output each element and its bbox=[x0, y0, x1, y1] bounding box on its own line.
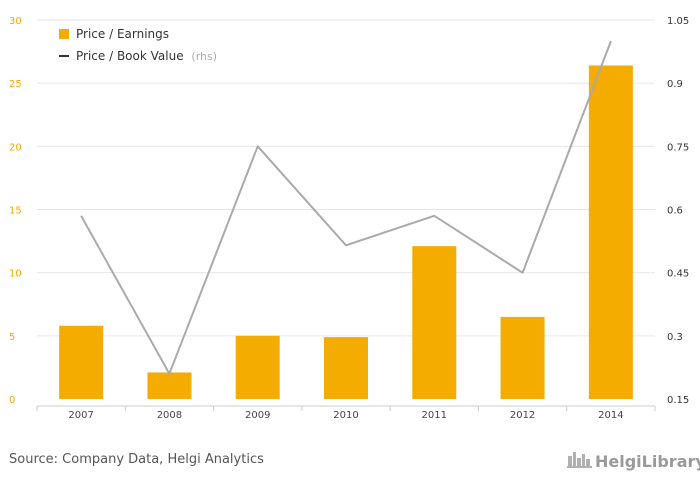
line-series bbox=[80, 40, 612, 375]
right-tick-label: 0.45 bbox=[667, 269, 689, 280]
brand-logo: HelgiLibrary bbox=[567, 452, 700, 471]
bar-2010 bbox=[324, 337, 368, 399]
left-tick-label: 25 bbox=[9, 79, 22, 90]
right-tick-label: 0.3 bbox=[667, 332, 683, 343]
bar-2011 bbox=[412, 246, 457, 399]
left-tick-label: 10 bbox=[9, 269, 22, 280]
right-tick-label: 0.9 bbox=[667, 79, 683, 90]
left-tick-label: 30 bbox=[9, 16, 22, 27]
bar-2009 bbox=[235, 335, 280, 399]
left-tick-label: 20 bbox=[9, 142, 22, 153]
x-tick-label-2007: 2007 bbox=[68, 410, 93, 421]
x-tick-label-2012: 2012 bbox=[510, 410, 535, 421]
x-axis-ticks: 2007 2008 2009 2010 2011 2012 2014 bbox=[36, 405, 656, 421]
right-tick-label: 0.15 bbox=[667, 395, 689, 406]
left-tick-label: 15 bbox=[9, 206, 22, 217]
x-tick-label-2008: 2008 bbox=[157, 410, 182, 421]
legend-swatch-price-earnings bbox=[59, 29, 69, 39]
left-tick-label: 0 bbox=[9, 395, 15, 406]
price-book-line bbox=[80, 40, 612, 375]
gridlines bbox=[37, 19, 655, 337]
brand-name: HelgiLibrary bbox=[595, 452, 700, 471]
bar-2012 bbox=[500, 316, 545, 399]
x-tick-label-2010: 2010 bbox=[333, 410, 358, 421]
right-tick-label: 1.05 bbox=[667, 16, 689, 27]
right-tick-label: 0.75 bbox=[667, 142, 689, 153]
bar-2007 bbox=[59, 325, 104, 399]
x-tick-label-2009: 2009 bbox=[245, 410, 270, 421]
helgi-city-icon bbox=[567, 452, 592, 468]
legend: Price / Earnings Price / Book Value (rhs… bbox=[59, 27, 217, 63]
bars bbox=[59, 65, 633, 399]
right-tick-label: 0.6 bbox=[667, 206, 683, 217]
bar-2014 bbox=[588, 65, 633, 399]
x-tick-label-2014: 2014 bbox=[598, 410, 623, 421]
legend-label-price-book-suffix: (rhs) bbox=[191, 50, 217, 63]
legend-label-price-earnings: Price / Earnings bbox=[76, 27, 169, 41]
left-tick-label: 5 bbox=[9, 332, 15, 343]
legend-label-price-book: Price / Book Value (rhs) bbox=[76, 49, 217, 63]
x-tick-label-2011: 2011 bbox=[422, 410, 447, 421]
bar-2008 bbox=[147, 372, 192, 399]
legend-label-price-book-name: Price / Book Value bbox=[76, 49, 184, 63]
right-axis-ticks: 0.15 0.3 0.45 0.6 0.75 0.9 1.05 bbox=[667, 16, 689, 406]
source-note: Source: Company Data, Helgi Analytics bbox=[9, 452, 264, 467]
left-axis-ticks: 0 5 10 15 20 25 30 bbox=[9, 16, 22, 406]
